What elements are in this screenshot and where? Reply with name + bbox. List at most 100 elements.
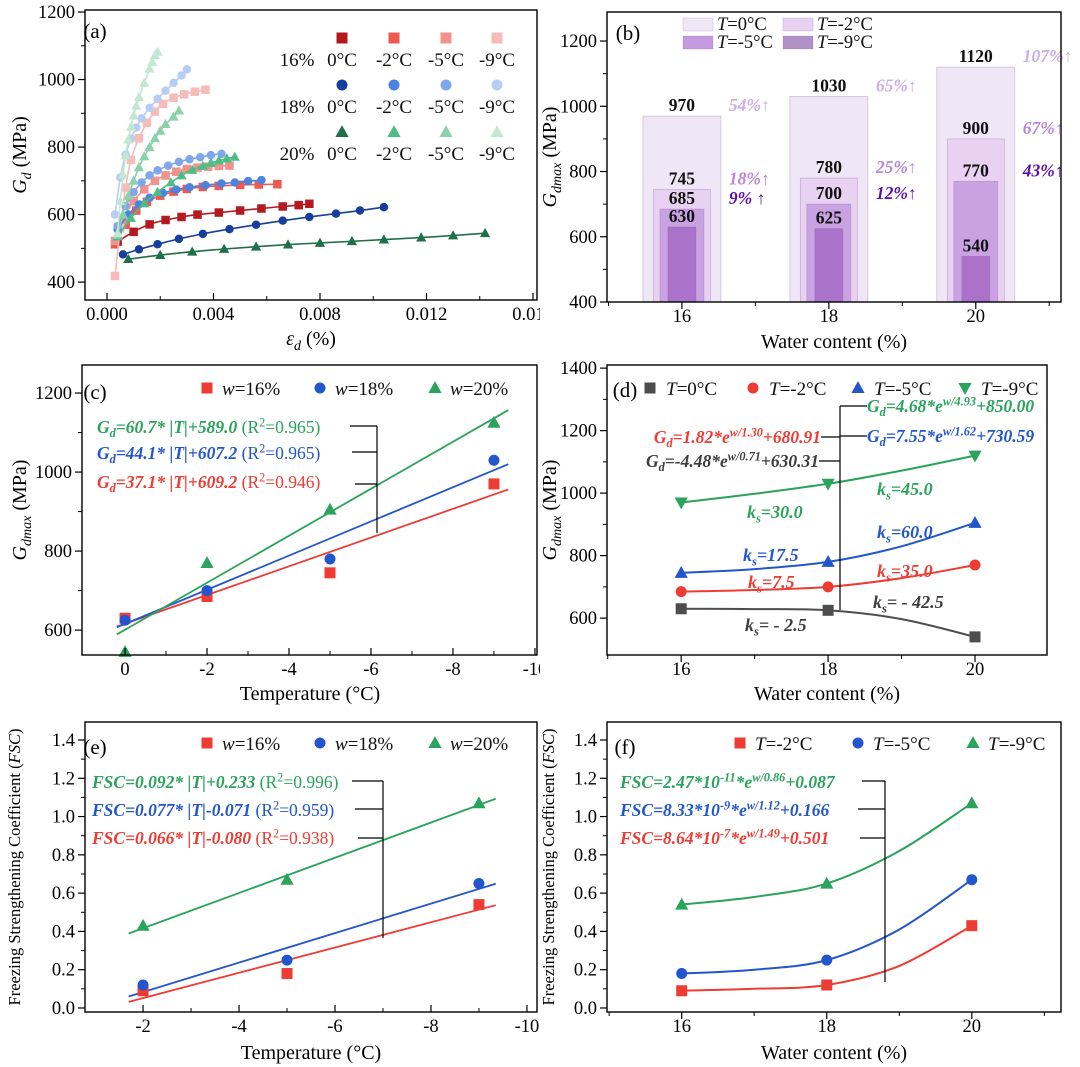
svg-text:700: 700 <box>816 183 843 203</box>
svg-text:1030: 1030 <box>811 75 846 95</box>
svg-text:-2: -2 <box>199 660 214 680</box>
svg-text:-9°C: -9°C <box>479 50 515 71</box>
svg-text:-9°C: -9°C <box>479 144 515 165</box>
svg-text:0.004: 0.004 <box>193 305 235 325</box>
svg-text:(d): (d) <box>613 378 638 402</box>
svg-text:FSC=8.64*10-7*ew/1.49+0.501: FSC=8.64*10-7*ew/1.49+0.501 <box>619 827 829 848</box>
svg-text:-4: -4 <box>281 660 296 680</box>
svg-text:-6: -6 <box>327 1017 342 1037</box>
svg-text:0°C: 0°C <box>327 97 357 118</box>
svg-text:0°C: 0°C <box>327 144 357 165</box>
svg-text:1200: 1200 <box>38 3 75 23</box>
svg-text:18%: 18% <box>280 97 315 118</box>
svg-text:20: 20 <box>963 1017 982 1037</box>
svg-text:800: 800 <box>569 163 597 183</box>
svg-text:Gdmax (MPa): Gdmax (MPa) <box>540 460 565 561</box>
svg-text:w=20%: w=20% <box>450 734 508 755</box>
svg-text:770: 770 <box>963 160 990 180</box>
svg-text:-5°C: -5°C <box>428 97 464 118</box>
svg-text:(a): (a) <box>83 19 106 43</box>
svg-text:ks=35.0: ks=35.0 <box>877 561 933 584</box>
svg-text:T=-2°C: T=-2°C <box>817 15 873 35</box>
svg-text:1.2: 1.2 <box>574 769 597 789</box>
panel-f-fsc-watercontent-chart: FSC=2.47*10-11*ew/0.86+0.087 FSC=8.33*10-… <box>540 721 1062 1064</box>
svg-text:w=16%: w=16% <box>222 734 280 755</box>
svg-text:0.016: 0.016 <box>512 305 540 325</box>
svg-text:1200: 1200 <box>35 384 72 404</box>
svg-text:Water content (%): Water content (%) <box>761 331 907 353</box>
svg-text:1000: 1000 <box>560 484 597 504</box>
svg-text:1000: 1000 <box>38 71 75 91</box>
svg-text:Temperature (°C): Temperature (°C) <box>240 683 380 705</box>
svg-text:0°C: 0°C <box>327 50 357 71</box>
svg-text:0.0: 0.0 <box>574 999 597 1019</box>
panel-c-gdmax-temperature-chart: Gd=60.7* |T|+589.0 (R2=0.965)Gd=44.1* |T… <box>9 364 540 705</box>
svg-text:-8: -8 <box>445 660 460 680</box>
svg-text:-4: -4 <box>231 1017 246 1037</box>
panel-e-fsc-temperature-chart: FSC=0.092* |T|+0.233 (R2=0.996) FSC=0.077… <box>5 721 540 1064</box>
svg-text:εd (%): εd (%) <box>286 328 336 354</box>
svg-text:1.4: 1.4 <box>574 731 597 751</box>
svg-text:Temperature (°C): Temperature (°C) <box>241 1042 381 1064</box>
svg-text:-10: -10 <box>523 660 540 680</box>
svg-text:(e): (e) <box>83 735 106 759</box>
svg-text:630: 630 <box>669 206 696 226</box>
svg-text:54%↑: 54%↑ <box>729 95 770 115</box>
svg-text:w=18%: w=18% <box>335 379 393 400</box>
svg-text:0.8: 0.8 <box>574 846 597 866</box>
svg-text:18: 18 <box>819 660 838 680</box>
svg-text:0.8: 0.8 <box>52 846 75 866</box>
panel-a-stress-strain-chart: 16% 0°C -2°C -5°C -9°C 18% 0°C -2°C -5°C -9°C 20% 0… <box>9 3 540 354</box>
svg-text:(f): (f) <box>615 735 636 759</box>
svg-text:T=0°C: T=0°C <box>717 15 767 35</box>
svg-text:12%↑: 12%↑ <box>876 183 917 203</box>
svg-text:107%↑: 107%↑ <box>1023 46 1073 66</box>
svg-text:1000: 1000 <box>35 463 72 483</box>
svg-text:1.2: 1.2 <box>52 769 75 789</box>
svg-text:ks=17.5: ks=17.5 <box>743 545 799 568</box>
svg-text:0.6: 0.6 <box>52 884 75 904</box>
svg-text:Gd=1.82*ew/1.30+680.91: Gd=1.82*ew/1.30+680.91 <box>654 426 821 451</box>
svg-text:780: 780 <box>816 157 843 177</box>
svg-text:1400: 1400 <box>560 359 597 379</box>
svg-text:0.2: 0.2 <box>52 961 75 981</box>
svg-text:800: 800 <box>47 138 75 158</box>
svg-text:ks=60.0: ks=60.0 <box>877 522 933 545</box>
svg-text:20: 20 <box>966 660 985 680</box>
svg-text:-10: -10 <box>515 1017 540 1037</box>
svg-text:T=-5°C: T=-5°C <box>873 734 930 755</box>
svg-text:ks= - 2.5: ks= - 2.5 <box>745 615 807 638</box>
svg-text:Gd=-4.48*ew/0.71+630.31: Gd=-4.48*ew/0.71+630.31 <box>646 450 819 475</box>
svg-text:67%↑: 67%↑ <box>1023 118 1064 138</box>
svg-text:0.2: 0.2 <box>574 961 597 981</box>
svg-text:20: 20 <box>967 307 986 327</box>
svg-text:-2°C: -2°C <box>376 97 412 118</box>
svg-text:-5°C: -5°C <box>428 144 464 165</box>
svg-text:FSC=0.066* |T|-0.080 (R2=0.938: FSC=0.066* |T|-0.080 (R2=0.938) <box>91 827 334 848</box>
svg-text:-2°C: -2°C <box>376 50 412 71</box>
svg-text:T=-9°C: T=-9°C <box>988 734 1045 755</box>
svg-text:400: 400 <box>47 273 75 293</box>
svg-text:16: 16 <box>672 660 691 680</box>
svg-text:T=-2°C: T=-2°C <box>755 734 812 755</box>
svg-text:(c): (c) <box>83 380 106 404</box>
svg-text:0.4: 0.4 <box>574 922 597 942</box>
svg-text:18%↑: 18%↑ <box>729 168 770 188</box>
svg-text:ks= - 42.5: ks= - 42.5 <box>873 592 944 615</box>
svg-text:1.4: 1.4 <box>52 731 75 751</box>
svg-text:-2°C: -2°C <box>376 144 412 165</box>
svg-text:900: 900 <box>963 118 990 138</box>
svg-text:970: 970 <box>669 95 696 115</box>
svg-text:Gd=4.68*ew/4.93+850.00: Gd=4.68*ew/4.93+850.00 <box>867 395 1034 420</box>
svg-text:Gd=44.1* |T|+607.2 (R2=0.965): Gd=44.1* |T|+607.2 (R2=0.965) <box>97 442 321 467</box>
svg-text:Gd (MPa): Gd (MPa) <box>9 116 35 194</box>
svg-text:540: 540 <box>963 235 990 255</box>
svg-text:ks=45.0: ks=45.0 <box>877 479 933 502</box>
svg-text:-8: -8 <box>423 1017 438 1037</box>
svg-text:ks=7.5: ks=7.5 <box>748 572 795 595</box>
svg-text:1.0: 1.0 <box>52 808 75 828</box>
svg-text:0.0: 0.0 <box>52 999 75 1019</box>
svg-text:43%↑: 43%↑ <box>1022 160 1064 180</box>
svg-text:25%↑: 25%↑ <box>875 157 917 177</box>
